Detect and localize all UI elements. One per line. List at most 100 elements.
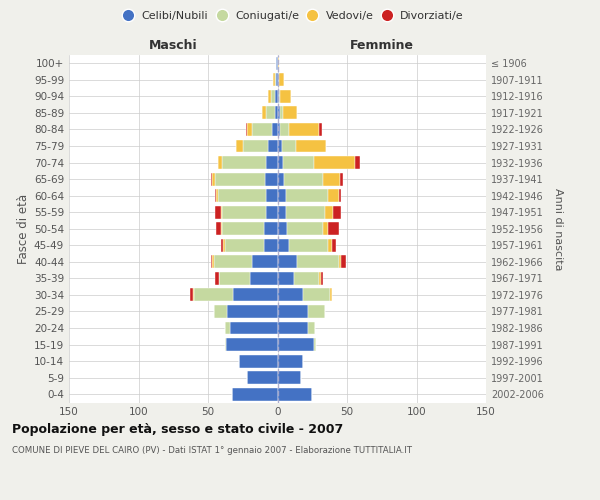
Bar <box>222 156 266 169</box>
Bar <box>230 322 277 334</box>
Bar <box>222 206 266 218</box>
Bar <box>325 206 333 218</box>
Bar <box>214 305 227 318</box>
Bar <box>297 256 338 268</box>
Text: Femmine: Femmine <box>350 38 414 52</box>
Bar <box>277 206 286 218</box>
Bar <box>277 256 297 268</box>
Bar <box>277 239 289 252</box>
Bar <box>355 156 359 169</box>
Bar <box>211 172 212 186</box>
Bar <box>289 239 328 252</box>
Bar <box>319 272 320 285</box>
Bar <box>215 172 265 186</box>
Text: Popolazione per età, sesso e stato civile - 2007: Popolazione per età, sesso e stato civil… <box>12 422 343 436</box>
Text: Maschi: Maschi <box>149 38 197 52</box>
Bar <box>283 106 297 120</box>
Bar <box>302 288 331 302</box>
Bar <box>289 123 319 136</box>
Y-axis label: Fasce di età: Fasce di età <box>17 194 30 264</box>
Bar <box>247 123 253 136</box>
Bar <box>283 156 314 169</box>
Bar <box>253 256 277 268</box>
Bar <box>328 189 338 202</box>
Bar <box>323 222 328 235</box>
Bar <box>286 206 325 218</box>
Bar <box>263 239 277 252</box>
Bar <box>211 256 212 268</box>
Text: COMUNE DI PIEVE DEL CAIRO (PV) - Dati ISTAT 1° gennaio 2007 - Elaborazione TUTTI: COMUNE DI PIEVE DEL CAIRO (PV) - Dati IS… <box>12 446 412 455</box>
Bar <box>224 322 230 334</box>
Bar <box>277 140 281 152</box>
Bar <box>217 222 221 235</box>
Bar <box>243 140 268 152</box>
Bar <box>275 90 277 103</box>
Bar <box>281 140 296 152</box>
Bar <box>224 239 263 252</box>
Bar <box>224 338 226 351</box>
Bar <box>277 371 301 384</box>
Bar <box>262 106 266 120</box>
Bar <box>263 222 277 235</box>
Y-axis label: Anni di nascita: Anni di nascita <box>553 188 563 270</box>
Bar <box>217 189 218 202</box>
Bar <box>279 90 280 103</box>
Bar <box>250 272 277 285</box>
Bar <box>328 239 332 252</box>
Bar <box>331 288 332 302</box>
Bar <box>308 305 325 318</box>
Bar <box>277 74 279 86</box>
Bar <box>221 239 223 252</box>
Bar <box>268 140 277 152</box>
Bar <box>266 156 277 169</box>
Bar <box>341 256 346 268</box>
Bar <box>193 288 194 302</box>
Bar <box>223 239 224 252</box>
Bar <box>277 288 302 302</box>
Bar <box>274 74 275 86</box>
Bar <box>247 371 277 384</box>
Bar <box>277 106 280 120</box>
Bar <box>275 106 277 120</box>
Bar <box>277 189 286 202</box>
Bar <box>214 256 253 268</box>
Bar <box>276 57 277 70</box>
Bar <box>308 322 315 334</box>
Bar <box>266 189 277 202</box>
Bar <box>333 206 341 218</box>
Bar <box>280 123 289 136</box>
Bar <box>277 57 279 70</box>
Bar <box>253 123 272 136</box>
Bar <box>276 74 277 86</box>
Bar <box>268 90 271 103</box>
Bar <box>277 338 314 351</box>
Bar <box>319 123 322 136</box>
Bar <box>277 172 284 186</box>
Bar <box>266 206 277 218</box>
Bar <box>271 90 275 103</box>
Bar <box>314 156 355 169</box>
Bar <box>215 189 217 202</box>
Bar <box>239 354 277 368</box>
Bar <box>222 222 263 235</box>
Bar <box>226 338 277 351</box>
Bar <box>328 222 338 235</box>
Bar <box>277 354 302 368</box>
Legend: Celibi/Nubili, Coniugati/e, Vedovi/e, Divorziati/e: Celibi/Nubili, Coniugati/e, Vedovi/e, Di… <box>122 8 466 24</box>
Bar <box>340 172 343 186</box>
Bar <box>272 123 277 136</box>
Bar <box>277 123 280 136</box>
Bar <box>265 172 277 186</box>
Bar <box>296 140 326 152</box>
Bar <box>277 322 308 334</box>
Bar <box>245 123 247 136</box>
Bar <box>284 172 323 186</box>
Bar <box>221 206 222 218</box>
Bar <box>280 90 292 103</box>
Bar <box>287 222 323 235</box>
Bar <box>320 272 323 285</box>
Bar <box>219 272 250 285</box>
Bar <box>212 256 214 268</box>
Bar <box>294 272 319 285</box>
Bar <box>338 189 341 202</box>
